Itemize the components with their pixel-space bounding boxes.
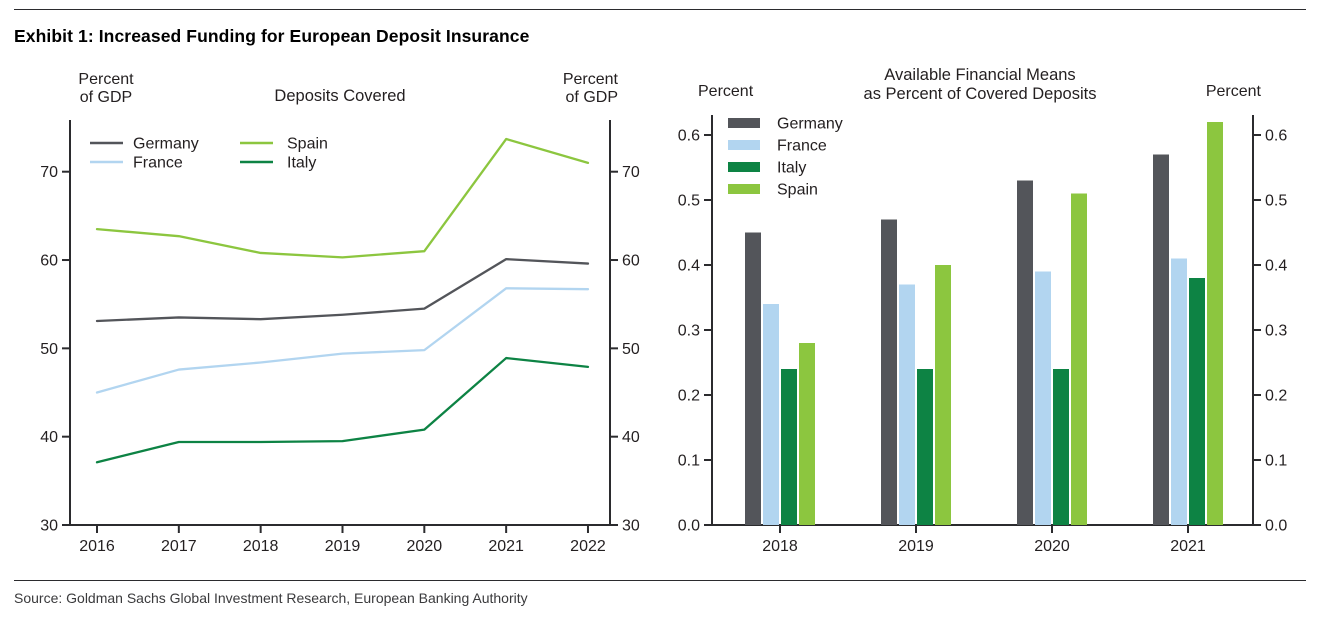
bar-italy-2020 xyxy=(1053,369,1069,525)
y-axis-right-tick-label: 40 xyxy=(622,429,640,446)
bar-germany-2021 xyxy=(1153,154,1169,525)
bar-italy-2019 xyxy=(917,369,933,525)
chart-title: Available Financial Means xyxy=(884,66,1075,84)
y-axis-left-tick-label: 0.0 xyxy=(678,518,700,535)
legend-item-germany: Germany xyxy=(728,116,843,133)
series-line-spain xyxy=(95,137,590,259)
legend-swatch-spain xyxy=(728,184,760,194)
x-axis-tick-label: 2018 xyxy=(762,538,798,555)
left-axis-unit-label: of GDP xyxy=(80,89,132,106)
legend-item-italy: Italy xyxy=(728,160,806,177)
series-line-france xyxy=(95,287,590,394)
y-axis-left-tick-label: 0.2 xyxy=(678,388,700,405)
y-axis-left-tick-label: 40 xyxy=(40,429,58,446)
bar-germany-2020 xyxy=(1017,180,1033,525)
right-axis-unit-label: Percent xyxy=(1206,83,1262,100)
bar-spain-2018 xyxy=(799,343,815,525)
x-axis-tick-label: 2020 xyxy=(407,538,443,555)
y-axis-right-tick-label: 0.3 xyxy=(1265,323,1287,340)
legend-label-spain: Spain xyxy=(777,182,818,199)
y-axis-right-tick-label: 0.0 xyxy=(1265,518,1287,535)
y-axis-left-tick-label: 0.3 xyxy=(678,323,700,340)
bar-france-2020 xyxy=(1035,271,1051,525)
bar-france-2018 xyxy=(763,304,779,525)
y-axis-right-tick-label: 0.1 xyxy=(1265,453,1287,470)
top-divider xyxy=(14,9,1306,10)
x-axis-tick-label: 2021 xyxy=(1170,538,1206,555)
x-axis-tick-label: 2018 xyxy=(243,538,279,555)
bar-spain-2020 xyxy=(1071,193,1087,525)
legend-label-spain: Spain xyxy=(287,136,328,153)
left-axis-unit-label: Percent xyxy=(698,83,754,100)
y-axis-left-tick-label: 70 xyxy=(40,164,58,181)
bar-spain-2021 xyxy=(1207,122,1223,525)
legend-item-france: France xyxy=(728,138,827,155)
bar-germany-2019 xyxy=(881,219,897,525)
bar-spain-2019 xyxy=(935,265,951,525)
bar-italy-2018 xyxy=(781,369,797,525)
bar-italy-2021 xyxy=(1189,278,1205,525)
series-line-italy xyxy=(95,356,590,464)
left-axis-unit-label: Percent xyxy=(78,71,134,88)
legend-swatch-italy xyxy=(728,162,760,172)
y-axis-left-tick-label: 60 xyxy=(40,253,58,270)
chart-title: as Percent of Covered Deposits xyxy=(864,85,1097,103)
legend-label-italy: Italy xyxy=(287,155,316,172)
y-axis-left-tick-label: 0.5 xyxy=(678,193,700,210)
x-axis-tick-label: 2021 xyxy=(488,538,524,555)
bar-france-2021 xyxy=(1171,258,1187,525)
y-axis-left-tick-label: 30 xyxy=(40,518,58,535)
x-axis-tick-label: 2022 xyxy=(570,538,606,555)
legend-label-italy: Italy xyxy=(777,160,806,177)
bottom-divider xyxy=(14,580,1306,581)
y-axis-right-tick-label: 70 xyxy=(622,164,640,181)
y-axis-left-tick-label: 0.6 xyxy=(678,128,700,145)
legend-label-france: France xyxy=(777,138,827,155)
bar-germany-2018 xyxy=(745,232,761,525)
legend-item-france: France xyxy=(90,155,183,172)
legend-swatch-france xyxy=(728,140,760,150)
y-axis-right-tick-label: 0.2 xyxy=(1265,388,1287,405)
x-axis-tick-label: 2019 xyxy=(325,538,361,555)
y-axis-right-tick-label: 60 xyxy=(622,253,640,270)
legend-swatch-germany xyxy=(728,118,760,128)
x-axis-tick-label: 2016 xyxy=(79,538,115,555)
exhibit-title: Exhibit 1: Increased Funding for Europea… xyxy=(14,26,530,46)
legend-label-france: France xyxy=(133,155,183,172)
source-note: Source: Goldman Sachs Global Investment … xyxy=(14,590,528,606)
series-line-germany xyxy=(95,257,590,323)
right-axis-unit-label: Percent xyxy=(563,71,619,88)
y-axis-right-tick-label: 0.4 xyxy=(1265,258,1287,275)
legend-item-germany: Germany xyxy=(90,136,199,153)
x-axis-tick-label: 2020 xyxy=(1034,538,1070,555)
y-axis-left-tick-label: 0.1 xyxy=(678,453,700,470)
y-axis-right-tick-label: 30 xyxy=(622,518,640,535)
y-axis-left-tick-label: 50 xyxy=(40,341,58,358)
legend-item-spain: Spain xyxy=(728,182,818,199)
bar-france-2019 xyxy=(899,284,915,525)
y-axis-right-tick-label: 0.6 xyxy=(1265,128,1287,145)
y-axis-right-tick-label: 0.5 xyxy=(1265,193,1287,210)
x-axis-tick-label: 2019 xyxy=(898,538,934,555)
legend-label-germany: Germany xyxy=(133,136,199,153)
y-axis-left-tick-label: 0.4 xyxy=(678,258,700,275)
right-axis-unit-label: of GDP xyxy=(566,89,618,106)
bar-chart-available-financial-means: Percent Percent Available Financial Meansa… xyxy=(678,66,1288,555)
legend-label-germany: Germany xyxy=(777,116,843,133)
chart-title: Deposits Covered xyxy=(274,87,405,105)
legend-item-spain: Spain xyxy=(240,136,328,153)
y-axis-right-tick-label: 50 xyxy=(622,341,640,358)
legend-item-italy: Italy xyxy=(240,155,316,172)
x-axis-tick-label: 2017 xyxy=(161,538,197,555)
